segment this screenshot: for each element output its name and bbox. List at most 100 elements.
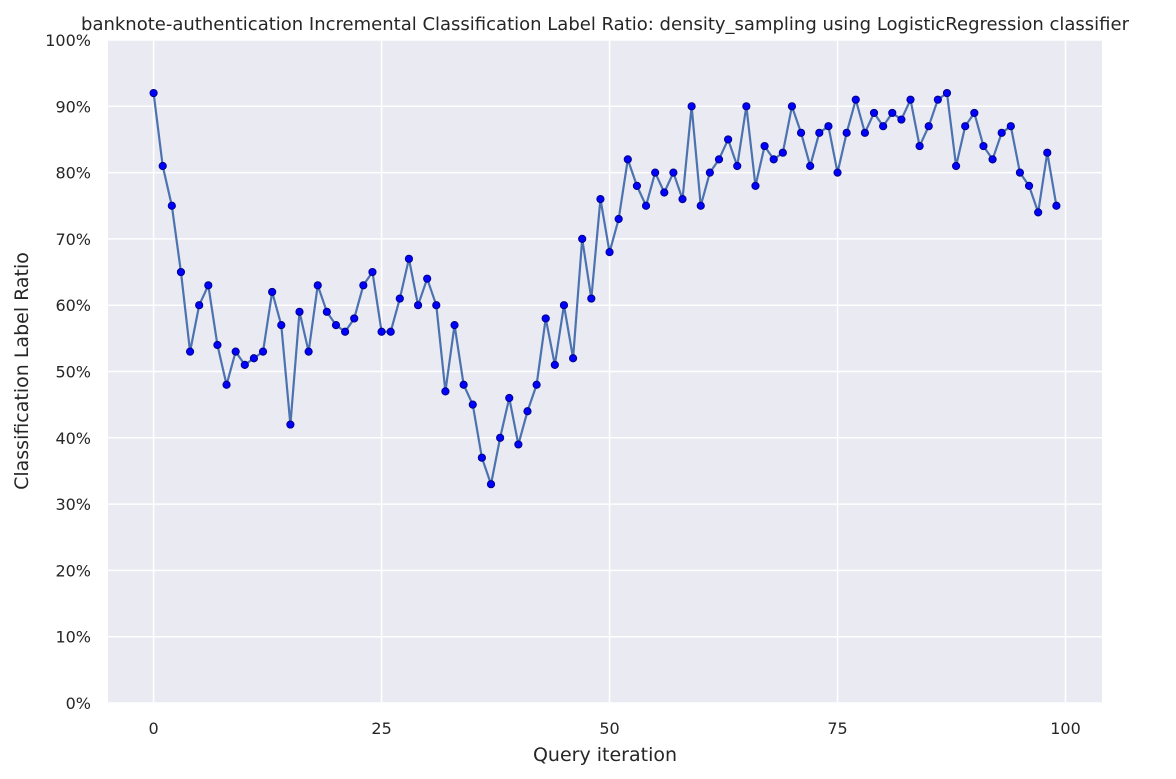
data-point [933, 95, 942, 104]
data-point [295, 307, 304, 316]
data-point [851, 95, 860, 104]
x-tick-label: 50 [599, 719, 619, 738]
y-tick-label: 0% [66, 694, 91, 713]
data-point [924, 122, 933, 131]
data-point [286, 420, 295, 429]
data-point [733, 161, 742, 171]
data-point [632, 181, 642, 190]
y-tick-label: 100% [45, 31, 91, 50]
data-point [879, 122, 888, 131]
data-point [231, 347, 240, 356]
data-point [258, 347, 268, 356]
data-point [614, 214, 623, 224]
x-tick-labels: 0 25 50 75 100 [149, 719, 1081, 738]
data-point [742, 102, 751, 111]
data-point [359, 281, 368, 290]
x-tick-label: 0 [149, 719, 159, 738]
data-point [377, 327, 386, 336]
data-point [204, 281, 213, 290]
data-point [322, 307, 331, 316]
y-tick-label: 70% [55, 230, 91, 249]
data-point [505, 393, 514, 403]
y-tick-label: 60% [55, 296, 91, 315]
data-point [596, 195, 605, 204]
data-point [477, 453, 486, 462]
data-point [651, 168, 660, 177]
x-axis-title: Query iteration [533, 744, 677, 766]
y-axis-title: Classification Label Ratio [11, 252, 33, 490]
data-point [167, 201, 176, 210]
data-point [313, 281, 322, 290]
data-point [696, 201, 705, 210]
data-point [550, 360, 559, 369]
data-point [997, 128, 1006, 137]
chart-title: banknote-authentication Incremental Clas… [81, 14, 1130, 35]
data-point [678, 195, 687, 204]
data-point [441, 387, 450, 396]
data-point [450, 320, 459, 330]
data-point [423, 274, 432, 283]
data-point [496, 433, 505, 442]
y-tick-label: 40% [55, 429, 91, 448]
data-points [149, 88, 1061, 489]
data-point [714, 155, 724, 164]
x-tick-label: 25 [371, 719, 391, 738]
data-point [432, 301, 441, 310]
data-point [906, 95, 915, 104]
data-point [158, 161, 167, 171]
data-point [185, 347, 195, 356]
data-point [404, 254, 414, 263]
data-point [468, 400, 477, 409]
data-point [660, 188, 669, 197]
x-gridlines [152, 40, 1067, 703]
data-point [760, 141, 769, 151]
data-point [687, 102, 696, 111]
data-point [605, 248, 614, 257]
data-point [806, 161, 815, 171]
data-point [304, 347, 313, 356]
x-tick-label: 75 [827, 719, 847, 738]
data-point [787, 102, 797, 111]
data-point [386, 327, 395, 336]
data-point [988, 155, 997, 164]
data-point [413, 301, 423, 310]
data-point [368, 267, 377, 277]
data-point [195, 301, 204, 310]
data-point [532, 380, 541, 389]
data-point [240, 360, 249, 369]
data-point [1043, 148, 1052, 157]
data-point [869, 108, 879, 118]
data-point [249, 354, 259, 363]
data-point [769, 155, 778, 164]
data-point [961, 122, 970, 131]
data-point [395, 294, 404, 303]
data-point [860, 128, 870, 137]
data-point [751, 181, 760, 190]
y-tick-label: 20% [55, 561, 91, 580]
data-point [778, 148, 787, 157]
data-point [623, 155, 632, 164]
data-point [486, 480, 496, 489]
y-tick-label: 30% [55, 495, 91, 514]
y-tick-labels: 0% 10% 20% 30% 40% 50% 60% 70% 80% 90% 100% [45, 31, 91, 713]
data-point [559, 301, 569, 310]
data-point [523, 407, 532, 416]
data-point [824, 122, 833, 131]
data-point [970, 108, 979, 118]
x-tick-label: 100 [1050, 719, 1081, 738]
data-point [587, 294, 596, 303]
data-point [951, 161, 961, 171]
data-point [705, 168, 714, 177]
data-point [331, 320, 341, 330]
y-tick-label: 50% [55, 363, 91, 382]
data-point [842, 128, 851, 137]
data-point [1052, 201, 1061, 210]
data-point [578, 234, 587, 243]
data-point [459, 380, 468, 389]
data-point [514, 440, 523, 449]
data-point [815, 128, 824, 137]
data-point [1034, 208, 1043, 217]
data-point [149, 88, 158, 98]
y-tick-label: 90% [55, 97, 91, 116]
data-point [176, 267, 186, 277]
